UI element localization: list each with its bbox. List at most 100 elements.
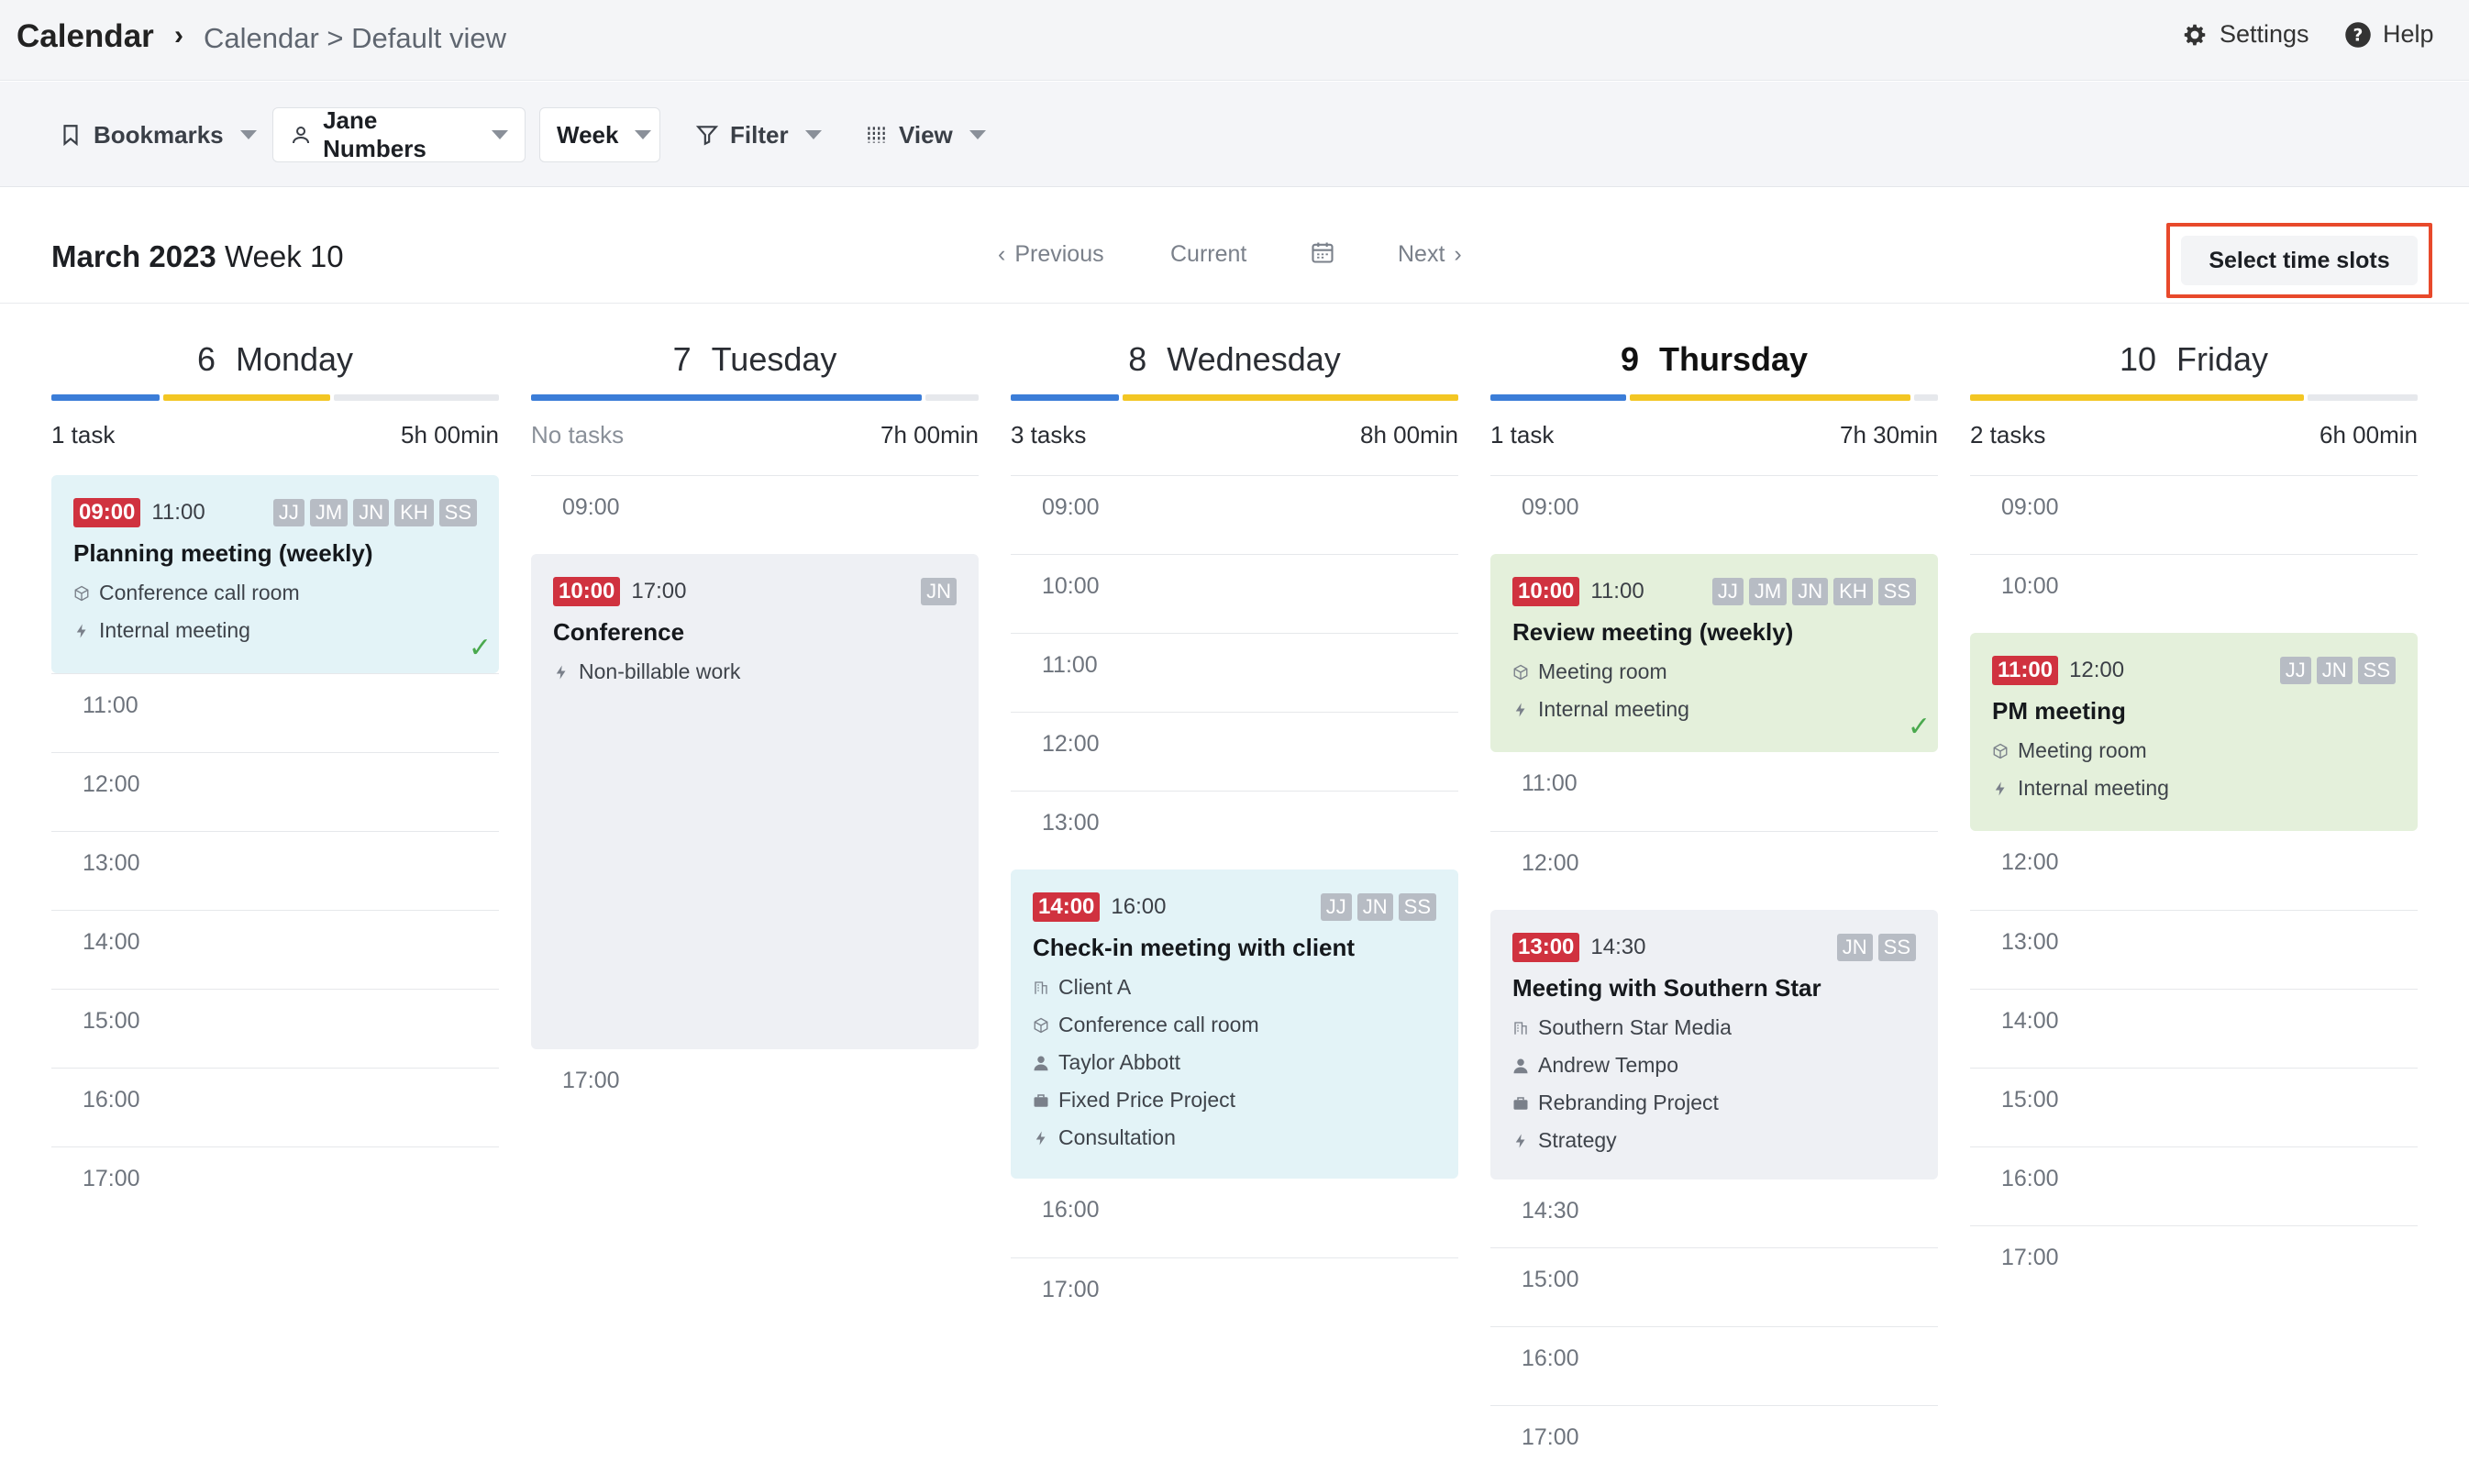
- slot-time: 09:00: [1522, 494, 1579, 520]
- period-title: March 2023 Week 10: [51, 239, 344, 274]
- event-title: Check-in meeting with client: [1033, 934, 1356, 961]
- event-card[interactable]: 14:00 16:00 JJ JN SS Check-in meeting wi…: [1011, 869, 1458, 1179]
- time-slot[interactable]: 14:30: [1490, 1179, 1938, 1258]
- time-slot[interactable]: 12:00: [1011, 712, 1458, 791]
- columns-icon: [868, 127, 885, 143]
- event-title: PM meeting: [1992, 697, 2126, 725]
- current-button[interactable]: Current: [1170, 241, 1246, 268]
- time-slot[interactable]: 09:00: [1011, 475, 1458, 554]
- event-card[interactable]: 10:00 11:00 JJ JM JN KH SS Review meetin…: [1490, 554, 1938, 752]
- time-slot[interactable]: 15:00: [51, 989, 499, 1068]
- attendees: JJ JN SS: [2279, 657, 2396, 684]
- date-picker-button[interactable]: [1310, 239, 1335, 265]
- time-slot[interactable]: 14:00: [51, 910, 499, 989]
- event-type-label: Consultation: [1058, 1125, 1176, 1149]
- slot-time: 16:00: [2001, 1166, 2059, 1191]
- filter-dropdown[interactable]: Filter: [679, 107, 838, 162]
- event-end-time: 11:00: [1590, 579, 1644, 604]
- caret-down-icon: [804, 130, 822, 139]
- day-header: 6 Monday: [51, 340, 499, 379]
- task-count: 3 tasks: [1011, 421, 1087, 449]
- previous-button[interactable]: ‹ Previous: [998, 241, 1104, 268]
- event-type-label: Non-billable work: [579, 659, 741, 683]
- bookmark-icon: [63, 125, 78, 147]
- time-slot[interactable]: 09:00: [1970, 475, 2418, 554]
- slot-time: 16:00: [1042, 1197, 1100, 1223]
- time-slot[interactable]: 12:00: [1490, 831, 1938, 910]
- time-slot[interactable]: 10:00: [1011, 554, 1458, 633]
- event-card[interactable]: 11:00 12:00 JJ JN SS PM meeting Meeting …: [1970, 633, 2418, 831]
- time-slot[interactable]: 17:00: [51, 1146, 499, 1225]
- bolt-icon: [1515, 1134, 1525, 1147]
- time-slot[interactable]: 17:00: [531, 1049, 979, 1128]
- highlight-box: [2166, 223, 2432, 298]
- time-slot[interactable]: 16:00: [1011, 1179, 1458, 1257]
- caret-down-icon: [492, 130, 508, 139]
- time-slot[interactable]: 14:00: [1970, 989, 2418, 1068]
- workload-bar-free: [1914, 394, 1938, 401]
- next-button[interactable]: Next ›: [1398, 241, 1462, 268]
- time-slot[interactable]: 15:00: [1490, 1247, 1938, 1326]
- attendee-badge: SS: [1398, 893, 1436, 921]
- day-number: 10: [2119, 340, 2156, 378]
- event-card[interactable]: 13:00 14:30 JN SS Meeting with Southern …: [1490, 910, 1938, 1179]
- time-slot[interactable]: 13:00: [1970, 910, 2418, 989]
- day-number: 7: [672, 340, 692, 378]
- caret-down-icon: [239, 130, 257, 139]
- time-slot[interactable]: 11:00: [51, 673, 499, 752]
- time-slot[interactable]: 10:00: [1970, 554, 2418, 633]
- hours-total: 7h 30min: [1840, 421, 1938, 449]
- attendees: JJ JN SS: [1320, 893, 1436, 921]
- range-label: Week: [557, 120, 619, 149]
- time-slot[interactable]: 09:00: [531, 475, 979, 554]
- settings-button[interactable]: Settings: [2181, 20, 2309, 49]
- slot-time: 09:00: [2001, 494, 2059, 520]
- range-dropdown[interactable]: Week: [539, 107, 660, 162]
- attendees: JN SS: [1836, 934, 1916, 961]
- slot-time: 15:00: [83, 1008, 140, 1034]
- time-slot[interactable]: 13:00: [51, 831, 499, 910]
- slot-time: 15:00: [2001, 1087, 2059, 1113]
- hours-total: 6h 00min: [2320, 421, 2418, 449]
- event-start-time: 14:00: [1033, 892, 1101, 922]
- time-slot[interactable]: 13:00: [1011, 791, 1458, 869]
- time-slot[interactable]: 17:00: [1011, 1257, 1458, 1336]
- time-slot[interactable]: 17:00: [1490, 1405, 1938, 1484]
- event-project: Rebranding Project: [1512, 1091, 1916, 1115]
- day-name: Wednesday: [1167, 340, 1341, 378]
- day-header: 8 Wednesday: [1011, 340, 1458, 379]
- person-icon: [1034, 1056, 1048, 1070]
- view-dropdown[interactable]: View: [847, 107, 1002, 162]
- breadcrumb[interactable]: Calendar > Default view: [204, 22, 506, 54]
- help-button[interactable]: ? Help: [2344, 20, 2434, 49]
- event-type: Non-billable work: [553, 659, 957, 684]
- time-slot[interactable]: 17:00: [1970, 1225, 2418, 1304]
- bolt-icon: [556, 665, 566, 679]
- event-start-time: 10:00: [553, 577, 621, 606]
- time-slot[interactable]: 12:00: [1970, 831, 2418, 910]
- event-room-label: Conference call room: [99, 581, 300, 604]
- time-slot[interactable]: 16:00: [51, 1068, 499, 1146]
- event-type-label: Internal meeting: [1538, 697, 1689, 721]
- user-dropdown[interactable]: Jane Numbers: [272, 106, 526, 162]
- event-end-time: 14:30: [1590, 935, 1646, 959]
- time-slot[interactable]: 11:00: [1490, 752, 1938, 831]
- time-slot[interactable]: 12:00: [51, 752, 499, 831]
- bookmarks-dropdown[interactable]: Bookmarks: [42, 107, 273, 162]
- event-card[interactable]: 10:00 17:00 JN Conference Non-billable w…: [531, 554, 979, 1049]
- time-slot[interactable]: 15:00: [1970, 1068, 2418, 1146]
- chevron-right-icon: ›: [174, 20, 183, 50]
- workload-bar-yellow: [1970, 394, 2304, 401]
- time-slot[interactable]: 16:00: [1490, 1326, 1938, 1405]
- attendee-badge: JJ: [272, 499, 304, 526]
- building-icon: [1035, 980, 1047, 994]
- settings-label: Settings: [2220, 20, 2309, 48]
- time-slot[interactable]: 11:00: [1011, 633, 1458, 712]
- time-slot[interactable]: 09:00: [1490, 475, 1938, 554]
- select-time-slots-button[interactable]: Select time slots: [2181, 236, 2418, 285]
- person-icon: [1513, 1058, 1528, 1073]
- workload-bar-free: [2308, 394, 2418, 401]
- event-card[interactable]: 09:00 11:00 JJ JM JN KH SS Planning meet…: [51, 475, 499, 673]
- time-slot[interactable]: 16:00: [1970, 1146, 2418, 1225]
- cube-icon: [1513, 664, 1528, 680]
